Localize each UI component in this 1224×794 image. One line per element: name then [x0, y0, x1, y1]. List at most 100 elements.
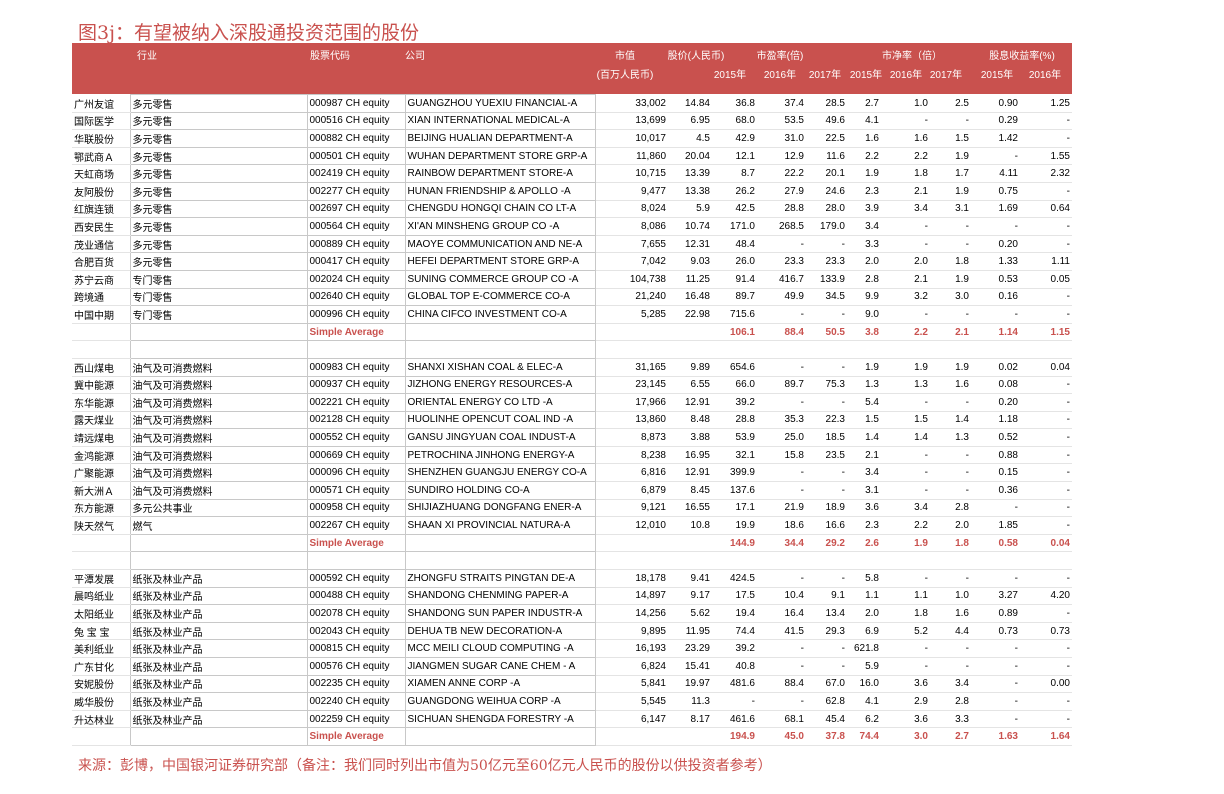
cell: - — [881, 569, 930, 588]
header-cell: 市值 — [615, 51, 635, 62]
cell: 专门零售 — [129, 269, 308, 289]
row: 金鸿能源 油气及可消费燃料 000669 CH equity PETROCHINA J… — [72, 445, 1072, 465]
cell: 0.75 — [971, 182, 1020, 201]
cell: Simple Average — [306, 533, 406, 553]
cell — [668, 323, 712, 342]
cell: - — [971, 217, 1020, 236]
cell: 9,895 — [595, 622, 668, 641]
cell: 74.4 — [712, 622, 757, 641]
cell: 1.18 — [971, 411, 1020, 430]
cell: 1.9 — [930, 182, 971, 201]
cell: - — [1020, 393, 1072, 412]
cell: - — [971, 305, 1020, 324]
cell: 1.8 — [930, 534, 971, 553]
cell: 1.5 — [847, 411, 881, 430]
cell: - — [1020, 446, 1072, 465]
cell: 9.0 — [847, 305, 881, 324]
row: 西安民生 多元零售 000564 CH equity XI'AN MINSHENG G… — [72, 217, 1072, 236]
cell: 12,010 — [595, 516, 668, 535]
cell: - — [1020, 305, 1072, 324]
cell: 39.2 — [712, 639, 757, 658]
cell: 0.08 — [971, 376, 1020, 395]
cell: - — [881, 481, 930, 500]
cell: 194.9 — [712, 727, 757, 746]
spacer-row — [72, 551, 1072, 571]
cell: 2.8 — [847, 270, 881, 289]
cell: - — [806, 481, 847, 500]
cell: 24.6 — [806, 182, 847, 201]
cell: 88.4 — [757, 323, 806, 342]
cell — [668, 727, 712, 746]
cell: 0.73 — [1020, 622, 1072, 641]
cell: 13,699 — [595, 112, 668, 131]
cell: 1.42 — [971, 129, 1020, 148]
cell: WUHAN DEPARTMENT STORE GRP-A — [404, 146, 596, 166]
cell: 陕天然气 — [72, 516, 130, 535]
cell: 002024 CH equity — [306, 269, 406, 289]
cell: 0.88 — [971, 446, 1020, 465]
cell: - — [757, 692, 806, 711]
header-cell: 市盈率(倍) — [756, 51, 804, 62]
cell: 兔 宝 宝 — [72, 622, 130, 641]
cell: JIANGMEN SUGAR CANE CHEM - A — [404, 657, 596, 676]
cell: 6.55 — [668, 376, 712, 395]
cell: - — [806, 569, 847, 588]
cell: 171.0 — [712, 217, 757, 236]
average-row: Simple Average 106.1 88.4 50.5 3.8 2.2 2.1 1.14… — [72, 322, 1072, 342]
cell: 002078 CH equity — [306, 604, 406, 623]
cell: 481.6 — [712, 675, 757, 694]
cell — [404, 340, 596, 359]
cell: 多元零售 — [129, 234, 308, 254]
cell — [595, 534, 668, 553]
row: 晨鸣纸业 纸张及林业产品 000488 CH equity SHANDONG CHEN… — [72, 586, 1072, 606]
cell: 144.9 — [712, 534, 757, 553]
cell: 002259 CH equity — [306, 709, 406, 729]
cell: 16,193 — [595, 639, 668, 658]
cell: 28.8 — [712, 411, 757, 430]
cell — [712, 340, 757, 359]
cell: 68.1 — [757, 710, 806, 729]
cell: 5.4 — [847, 393, 881, 412]
cell: 7,042 — [595, 252, 668, 271]
cell: 27.9 — [757, 182, 806, 201]
cell: 2.9 — [881, 692, 930, 711]
cell: 002240 CH equity — [306, 692, 406, 711]
cell: 21.9 — [757, 499, 806, 518]
cell: 28.8 — [757, 200, 806, 219]
cell: XIAMEN ANNE CORP -A — [404, 674, 596, 694]
cell: 41.5 — [757, 622, 806, 641]
row: 安妮股份 纸张及林业产品 002235 CH equity XIAMEN ANNE C… — [72, 674, 1072, 694]
cell: - — [971, 692, 1020, 711]
spacer-row — [72, 340, 1072, 359]
cell: 18.5 — [806, 428, 847, 447]
cell: 2.2 — [847, 147, 881, 166]
cell: MAOYE COMMUNICATION AND NE-A — [404, 234, 596, 254]
cell: 8.45 — [668, 481, 712, 500]
cell: 25.0 — [757, 428, 806, 447]
cell: 62.8 — [806, 692, 847, 711]
cell: 5.62 — [668, 604, 712, 623]
row: 太阳纸业 纸张及林业产品 002078 CH equity SHANDONG SUN … — [72, 604, 1072, 623]
cell: 威华股份 — [72, 692, 130, 711]
cell: - — [1020, 411, 1072, 430]
cell: 14,897 — [595, 587, 668, 606]
cell: 纸张及林业产品 — [129, 657, 308, 676]
cell: 9.89 — [668, 358, 712, 377]
cell: 22.2 — [757, 164, 806, 183]
cell: 1.1 — [847, 587, 881, 606]
cell: 专门零售 — [129, 287, 308, 307]
cell: 3.1 — [847, 481, 881, 500]
cell: 21,240 — [595, 288, 668, 307]
cell: 3.88 — [668, 428, 712, 447]
cell: 23.29 — [668, 639, 712, 658]
cell: 000488 CH equity — [306, 586, 406, 606]
cell: - — [1020, 657, 1072, 676]
cell — [129, 551, 308, 571]
average-row: Simple Average 194.9 45.0 37.8 74.4 3.0 2.7 1.6… — [72, 727, 1072, 746]
cell: - — [757, 657, 806, 676]
cell: 西山煤电 — [72, 358, 130, 377]
cell — [404, 727, 596, 746]
cell: 9,121 — [595, 499, 668, 518]
cell: 29.2 — [806, 534, 847, 553]
cell: 67.0 — [806, 675, 847, 694]
